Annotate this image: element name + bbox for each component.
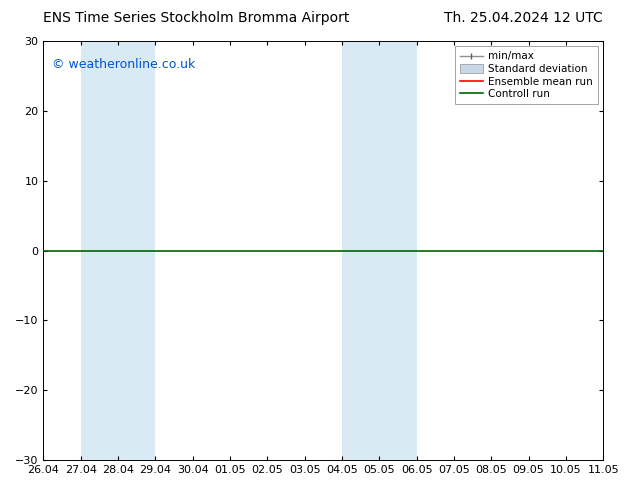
Bar [81, 41, 155, 460]
Bar [342, 41, 417, 460]
Text: ENS Time Series Stockholm Bromma Airport: ENS Time Series Stockholm Bromma Airport [43, 11, 350, 25]
Legend: min/max, Standard deviation, Ensemble mean run, Controll run: min/max, Standard deviation, Ensemble me… [455, 46, 598, 104]
Text: Th. 25.04.2024 12 UTC: Th. 25.04.2024 12 UTC [444, 11, 603, 25]
Text: © weatheronline.co.uk: © weatheronline.co.uk [52, 58, 195, 71]
Bar [603, 41, 634, 460]
